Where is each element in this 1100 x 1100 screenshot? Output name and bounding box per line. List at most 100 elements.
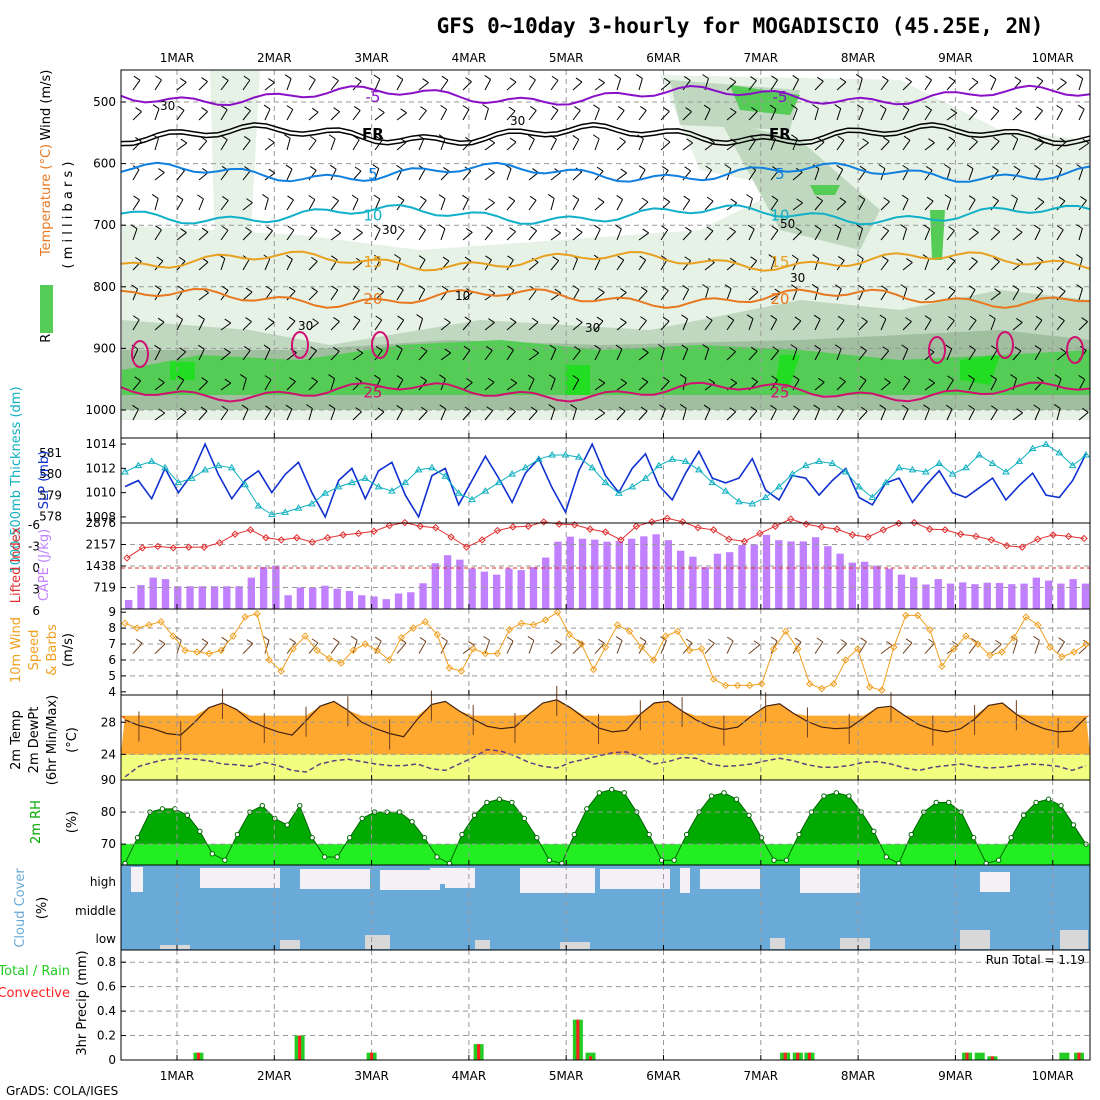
wind-barb [638, 110, 647, 121]
li-marker [123, 554, 131, 562]
wind-barb [946, 348, 953, 361]
wind-barb-flag [311, 377, 318, 382]
thickness-marker [441, 472, 450, 479]
top-day-label: 9MAR [938, 51, 973, 65]
wind-barb-flag [1011, 194, 1018, 200]
wind-barb [616, 640, 623, 654]
isotherm-label: 25 [363, 384, 382, 402]
wind-barb [792, 231, 802, 241]
wind-barb [440, 138, 446, 151]
wind-barb [550, 172, 561, 181]
wind-barb-flag [201, 377, 208, 382]
wind-barb-flag [509, 227, 516, 233]
wind-barb-flag [727, 315, 735, 321]
rh-marker [309, 835, 315, 841]
wind-barb-flag [1035, 315, 1043, 321]
wind-barb [264, 172, 276, 181]
speed-marker [890, 643, 898, 651]
wind-barb-flag [1078, 375, 1085, 380]
wind-barb-flag [1033, 635, 1040, 641]
cape-bar [591, 539, 599, 609]
wind-barb [506, 259, 514, 271]
wind-barb [264, 258, 271, 271]
wind-barb [506, 411, 516, 421]
li-marker [354, 529, 363, 538]
wind-barb [1078, 228, 1083, 241]
wind-barb [308, 350, 317, 361]
cape-bar [640, 536, 648, 609]
wind-barb [352, 261, 363, 271]
wind-barb [176, 351, 187, 361]
wind-barb-flag [681, 314, 688, 320]
wind-barb-flag [465, 77, 472, 83]
wind-barb [880, 108, 887, 121]
wind-barb-flag [639, 637, 647, 642]
wind-barb-flag [311, 638, 319, 644]
precip-conv-bar [807, 1052, 811, 1060]
wind-barb [990, 292, 1001, 301]
cloud-unit-label: (%) [35, 897, 50, 920]
wind-barb [352, 289, 360, 301]
wind-barb-flag [641, 377, 649, 383]
rh-shading [565, 365, 590, 395]
li-marker [462, 543, 471, 551]
bottom-day-label: 7MAR [744, 1069, 779, 1083]
li-marker [956, 530, 965, 538]
thickness-tick-label: 580 [39, 467, 62, 481]
wind-barb [198, 292, 209, 301]
wind-barb-flag [1081, 407, 1089, 413]
wind-barb-flag [685, 638, 693, 644]
cape-bar [873, 565, 881, 609]
wind-barb-flag [970, 106, 978, 112]
rh2m-unit-label: (%) [65, 811, 80, 834]
speed-marker [481, 649, 490, 658]
wind-barb-flag [968, 374, 975, 380]
wind-barb-flag [328, 134, 336, 140]
wind-barb [814, 229, 822, 241]
wind-barb-flag [176, 195, 184, 200]
wind-barb [264, 142, 275, 151]
thickness-marker [828, 459, 837, 466]
wind-barb-flag [923, 224, 930, 230]
wind-barb-flag [948, 286, 956, 292]
wind-barb-flag [397, 285, 404, 291]
wind-barb [704, 230, 714, 241]
wind-barb-flag [771, 225, 779, 231]
rh-marker [509, 799, 515, 806]
wind-barb-flag [224, 348, 231, 353]
wind-barb-flag [750, 256, 757, 262]
wind-barb [924, 142, 935, 151]
wind-barb-flag [879, 314, 887, 320]
rh-closed-contour [996, 331, 1014, 359]
wind-barb-flag [420, 346, 428, 352]
wind-barb-flag [466, 378, 473, 383]
wind-barb [198, 348, 205, 361]
cape-bar [983, 582, 991, 609]
wind-barb [858, 199, 866, 211]
wind-barb [968, 320, 977, 331]
wind-tick-label: 6 [108, 653, 116, 667]
wind-barb-flag [155, 75, 162, 81]
wind-barb-flag [221, 135, 228, 141]
wind-barb [330, 232, 341, 241]
cape-bar [664, 540, 673, 609]
wind-barb [484, 322, 495, 331]
wind-barb [814, 318, 821, 331]
bottom-day-label: 5MAR [549, 1069, 584, 1083]
li-marker [925, 525, 934, 533]
wind-barb-flag [968, 195, 976, 201]
wind-barb [638, 138, 644, 151]
wind-barb-flag [354, 166, 362, 172]
wind-barb [638, 320, 647, 331]
wind-barb [264, 108, 271, 121]
wind-barb-flag [994, 288, 1001, 294]
rh-color-swatch [40, 285, 53, 333]
rh-marker [596, 790, 602, 796]
wind-barb [1012, 322, 1023, 331]
wind-barb [1012, 138, 1019, 151]
wind-barb [814, 408, 821, 421]
wind-barb [330, 350, 340, 361]
wind-barb-flag [245, 317, 252, 322]
thickness-marker [1068, 461, 1077, 469]
cape-bar [1057, 583, 1065, 609]
